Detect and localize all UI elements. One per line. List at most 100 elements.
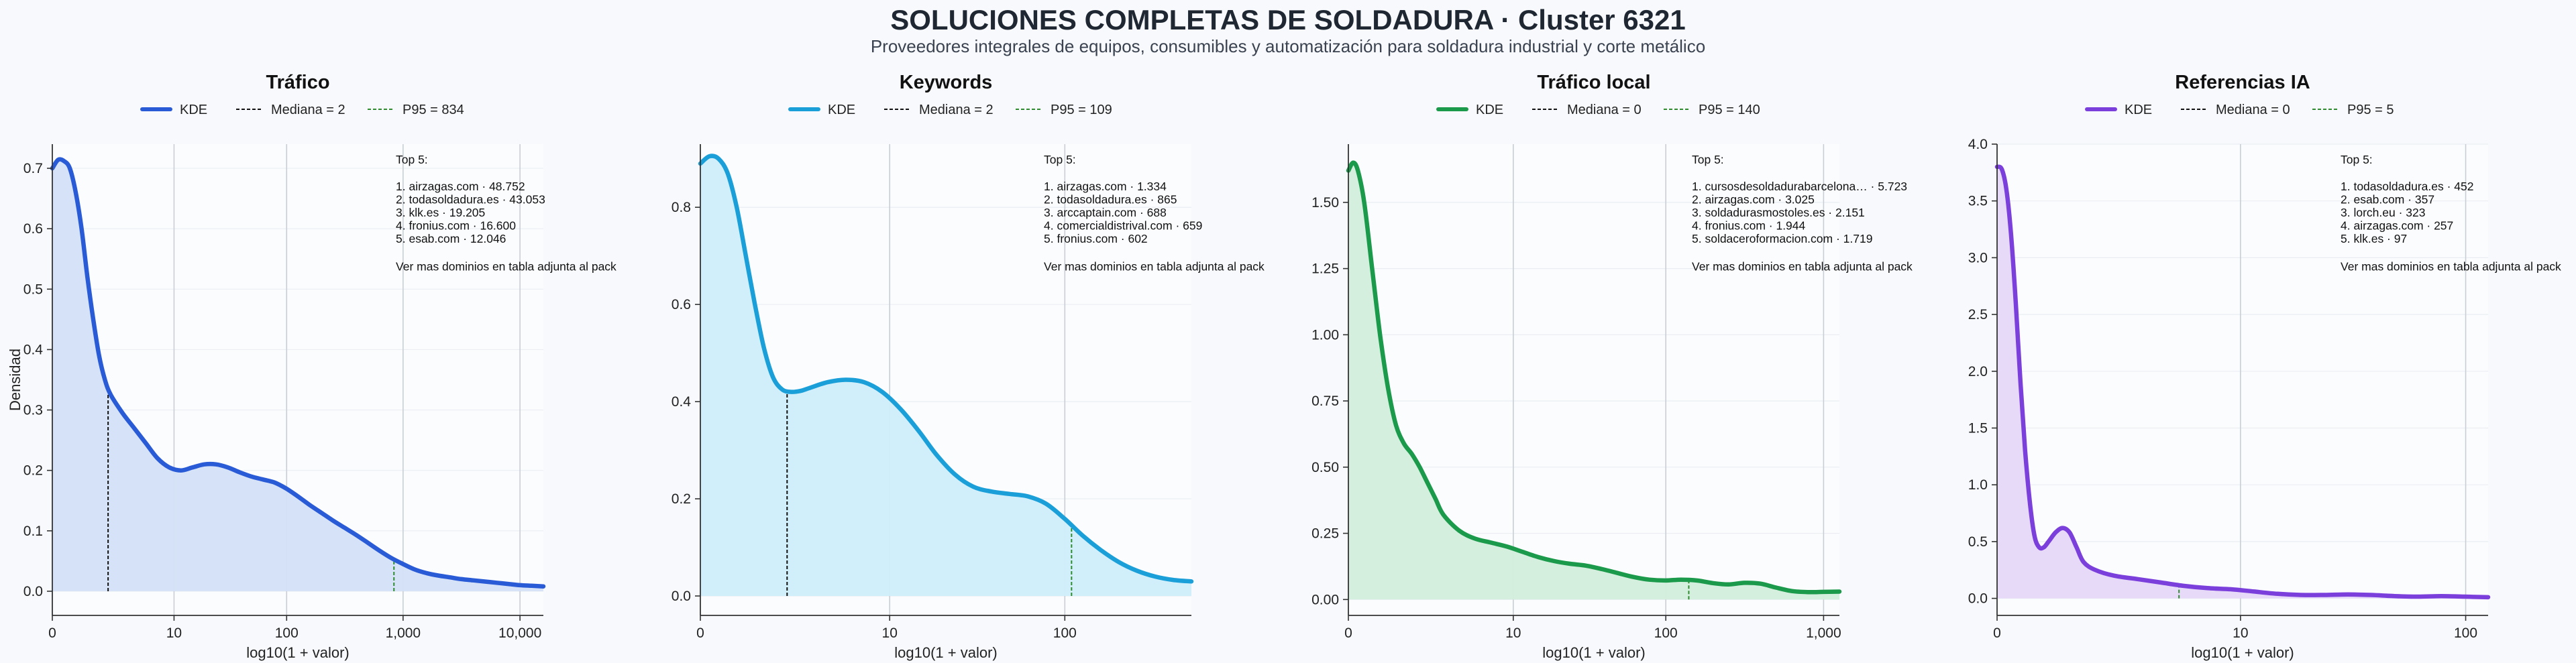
x-tick-label: 100 [1654,625,1678,641]
legend: KDE Mediana = 0 P95 = 140 [1436,103,1760,117]
panel-1: Tráfico KDE Mediana = 2 P95 = 834 0.0 0.1 0.2 0… [7,72,616,661]
top5-heading: Top 5: [1044,153,1076,166]
top5-heading: Top 5: [396,153,428,166]
panel-3: Tráfico local KDE Mediana = 0 P95 = 140 0.00… [1311,72,1913,661]
x-tick-label: 0 [1344,625,1352,641]
x-axis-label: log10(1 + valor) [2191,644,2294,661]
legend-kde-label: KDE [1476,103,1503,117]
y-tick-label: 0.8 [672,200,691,215]
y-tick-label: 0.2 [672,491,691,507]
kde-line [1346,160,1842,595]
kde-area [1348,162,1839,600]
y-tick-label: 0.6 [672,297,691,312]
panel-title: Tráfico [266,72,329,93]
kde-area [700,156,1191,597]
top5-footer: Ver mas dominios en tabla adjunta al pac… [396,260,616,274]
legend-median-label: Mediana = 2 [271,103,345,117]
x-tick-label: 100 [1053,625,1077,641]
x-axis-label: log10(1 + valor) [246,644,349,661]
y-tick-label: 0.75 [1311,394,1339,409]
legend: KDE Mediana = 2 P95 = 109 [788,103,1112,117]
legend: KDE Mediana = 0 P95 = 5 [2085,103,2394,117]
kde-line [1994,164,2491,600]
top5-item: 3. arccaptain.com · 688 [1044,206,1167,219]
x-tick-label: 10 [1505,625,1521,641]
x-tick-label: 1,000 [1806,625,1841,641]
y-tick-label: 0.50 [1311,460,1339,475]
kde-area [52,159,543,591]
y-tick-label: 1.0 [1968,477,1988,493]
y-tick-label: 0.00 [1311,592,1339,607]
top5-item: 2. todasoldadura.es · 43.053 [396,193,545,206]
top5-item: 5. fronius.com · 602 [1044,232,1148,245]
y-tick-label: 0.0 [672,589,691,604]
top5-item: 5. soldaceroformacion.com · 1.719 [1692,232,1872,245]
figure-title: SOLUCIONES COMPLETAS DE SOLDADURA · Clus… [890,4,1686,36]
x-tick-label: 0 [696,625,704,641]
top5-heading: Top 5: [1692,153,1724,166]
top5-footer: Ver mas dominios en tabla adjunta al pac… [2341,260,2561,274]
y-tick-label: 0.3 [23,403,43,418]
top5-heading: Top 5: [2341,153,2373,166]
x-tick-label: 0 [48,625,56,641]
top5-item: 5. esab.com · 12.046 [396,232,506,245]
y-tick-label: 0.25 [1311,526,1339,542]
panel-2: Keywords KDE Mediana = 2 P95 = 109 0.0 0.2 0.4… [672,72,1265,661]
y-tick-label: 1.50 [1311,195,1339,210]
y-tick-label: 4.0 [1968,137,1988,152]
kde-line [50,157,546,589]
top5-item: 1. todasoldadura.es · 452 [2341,180,2473,193]
y-tick-label: 0.1 [23,524,43,539]
legend-kde-label: KDE [828,103,855,117]
legend-p95-label: P95 = 834 [402,103,464,117]
y-tick-label: 2.5 [1968,307,1988,322]
top5-item: 4. airzagas.com · 257 [2341,219,2453,233]
x-tick-label: 10 [2233,625,2248,641]
legend-median-label: Mediana = 0 [1567,103,1642,117]
top5-item: 4. comercialdistrival.com · 659 [1044,219,1202,233]
x-axis-label: log10(1 + valor) [894,644,997,661]
y-tick-label: 0.4 [672,394,692,410]
x-tick-label: 100 [2454,625,2477,641]
x-tick-label: 10 [166,625,182,641]
y-tick-label: 0.5 [23,282,43,297]
top5-footer: Ver mas dominios en tabla adjunta al pac… [1044,260,1265,274]
top5-item: 1. cursosdesoldadurabarcelona… · 5.723 [1692,180,1907,193]
top5-item: 4. fronius.com · 16.600 [396,219,516,233]
x-tick-label: 10,000 [498,625,541,641]
top5-item: 1. airzagas.com · 1.334 [1044,180,1167,193]
top5-item: 2. airzagas.com · 3.025 [1692,193,1815,206]
top5-item: 5. klk.es · 97 [2341,232,2407,245]
panel-title: Tráfico local [1537,72,1650,93]
panel-4: Referencias IA KDE Mediana = 0 P95 = 5 0.0 0.… [1968,72,2561,661]
legend: KDE Mediana = 2 P95 = 834 [140,103,464,117]
legend-median-label: Mediana = 0 [2216,103,2290,117]
top5-item: 3. lorch.eu · 323 [2341,206,2425,219]
y-tick-label: 2.0 [1968,364,1988,379]
kde-line [698,154,1194,584]
legend-p95-label: P95 = 5 [2347,103,2394,117]
top5-item: 3. klk.es · 19.205 [396,206,485,219]
panel-title: Referencias IA [2175,72,2310,93]
y-tick-label: 0.4 [23,342,44,357]
top5-item: 4. fronius.com · 1.944 [1692,219,1806,233]
y-tick-label: 3.5 [1968,194,1988,209]
x-tick-label: 1,000 [386,625,421,641]
plot-area [1997,144,2488,615]
y-tick-label: 1.25 [1311,261,1339,277]
legend-kde-label: KDE [2125,103,2152,117]
legend-kde-label: KDE [180,103,207,117]
top5-item: 2. todasoldadura.es · 865 [1044,193,1177,206]
y-tick-label: 0.7 [23,161,43,176]
y-tick-label: 0.0 [23,584,43,599]
y-tick-label: 1.5 [1968,420,1988,436]
y-tick-label: 0.6 [23,221,43,237]
figure-subtitle: Proveedores integrales de equipos, consu… [871,36,1705,56]
y-tick-label: 0.5 [1968,534,1988,550]
x-tick-label: 10 [882,625,898,641]
top5-item: 2. esab.com · 357 [2341,193,2434,206]
y-tick-label: 3.0 [1968,250,1988,265]
